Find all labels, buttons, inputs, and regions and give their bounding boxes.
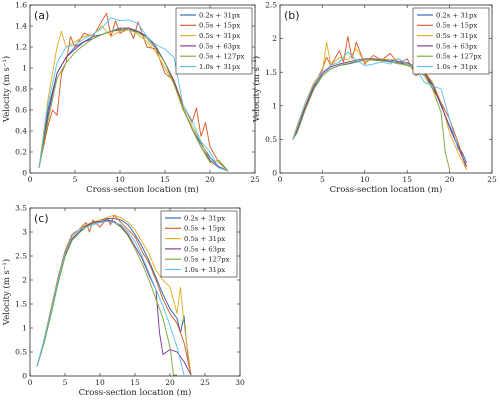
y-tick-label: 1.2 bbox=[15, 43, 27, 52]
x-axis-label: Cross-section location (m) bbox=[79, 387, 192, 398]
x-tick-label: 5 bbox=[63, 378, 68, 387]
legend-entry: 0.5s + 127px bbox=[199, 53, 245, 61]
y-tick-label: 0.5 bbox=[265, 135, 277, 144]
y-tick-label: 0.8 bbox=[15, 85, 27, 94]
y-tick-label: 0 bbox=[22, 169, 27, 178]
legend-entry: 0.5s + 31px bbox=[436, 32, 477, 40]
series-line-2 bbox=[36, 214, 192, 376]
x-tick-label: 10 bbox=[360, 175, 370, 184]
legend-box bbox=[160, 210, 238, 278]
series-line-6 bbox=[36, 220, 185, 376]
x-axis-label: Cross-section location (m) bbox=[330, 184, 443, 195]
y-tick-label: 3 bbox=[22, 228, 27, 237]
y-tick-label: 1.4 bbox=[15, 22, 27, 31]
y-tick-label: 0.2 bbox=[15, 148, 27, 157]
legend: 0.2s + 31px 0.5s + 15px 0.5s + 31px 0.5s + … bbox=[412, 7, 490, 75]
x-tick-label: 25 bbox=[200, 378, 210, 387]
legend-entry: 0.5s + 63px bbox=[199, 42, 240, 50]
legend-entry: 0.5s + 31px bbox=[184, 235, 225, 243]
legend-entry: 0.5s + 31px bbox=[199, 32, 240, 40]
y-tick-label: 0 bbox=[22, 372, 27, 381]
y-tick-label: 1 bbox=[272, 101, 277, 110]
x-tick-label: 20 bbox=[205, 175, 215, 184]
y-axis-label: Velocity (m s⁻¹) bbox=[1, 259, 12, 326]
x-tick-label: 10 bbox=[95, 378, 105, 387]
series-line-1 bbox=[38, 27, 229, 172]
y-tick-label: 2.5 bbox=[15, 252, 27, 261]
legend-entry: 0.2s + 31px bbox=[184, 214, 225, 222]
panel-label: (a) bbox=[34, 9, 49, 22]
y-axis-label: Velocity (m s⁻¹) bbox=[1, 56, 12, 123]
x-tick-label: 0 bbox=[28, 378, 33, 387]
x-tick-label: 15 bbox=[130, 378, 140, 387]
x-tick-label: 0 bbox=[28, 175, 33, 184]
y-tick-label: 1 bbox=[22, 64, 27, 73]
y-tick-label: 0.4 bbox=[15, 127, 27, 136]
x-tick-label: 15 bbox=[402, 175, 412, 184]
panel-label: (b) bbox=[284, 9, 300, 22]
x-tick-label: 25 bbox=[487, 175, 497, 184]
legend-box bbox=[175, 7, 253, 75]
legend-entry: 0.5s + 127px bbox=[436, 53, 482, 61]
legend-box bbox=[412, 7, 490, 75]
legend-entry: 1.0s + 31px bbox=[436, 63, 477, 71]
x-tick-label: 20 bbox=[445, 175, 455, 184]
legend-entry: 0.5s + 63px bbox=[184, 245, 225, 253]
legend-entry: 0.5s + 127px bbox=[184, 256, 230, 264]
panel-label: (c) bbox=[34, 212, 49, 225]
series-line-6 bbox=[292, 51, 459, 150]
series-line-5 bbox=[38, 28, 229, 172]
y-tick-label: 2.5 bbox=[265, 1, 277, 10]
y-tick-label: 1.5 bbox=[265, 68, 277, 77]
legend: 0.2s + 31px 0.5s + 15px 0.5s + 31px 0.5s + … bbox=[175, 7, 253, 75]
y-tick-label: 0 bbox=[272, 169, 277, 178]
x-axis-label: Cross-section location (m) bbox=[86, 184, 199, 195]
series-line-6 bbox=[38, 17, 229, 172]
legend-entry: 0.5s + 15px bbox=[199, 22, 240, 30]
y-tick-label: 3.5 bbox=[15, 204, 27, 213]
legend-entry: 1.0s + 31px bbox=[199, 63, 240, 71]
x-tick-label: 0 bbox=[278, 175, 283, 184]
y-tick-label: 0.6 bbox=[15, 106, 27, 115]
y-tick-label: 1.6 bbox=[15, 1, 27, 10]
legend: 0.2s + 31px 0.5s + 15px 0.5s + 31px 0.5s + … bbox=[160, 210, 238, 278]
series-line-4 bbox=[292, 58, 468, 167]
legend-entry: 0.5s + 63px bbox=[436, 42, 477, 50]
chart-panel-3: 0 5 10 15 20 25 30 0 0.5 1 1.5 2 2.5 3 3.5 Cross-sectio… bbox=[1, 204, 245, 398]
legend-entry: 0.5s + 15px bbox=[184, 225, 225, 233]
legend-entry: 0.2s + 31px bbox=[199, 11, 240, 19]
x-tick-label: 5 bbox=[73, 175, 78, 184]
legend-entry: 0.2s + 31px bbox=[436, 11, 477, 19]
chart-panel-1: 0 5 10 15 20 25 0 0.2 0.4 0.6 0.8 1 1.2 1.4 1.6 Cross-s… bbox=[1, 1, 260, 195]
y-tick-label: 1.5 bbox=[15, 300, 27, 309]
x-tick-label: 20 bbox=[165, 378, 175, 387]
y-tick-label: 1 bbox=[22, 324, 27, 333]
x-tick-label: 5 bbox=[320, 175, 325, 184]
chart-panel-2: 0 5 10 15 20 25 0 0.5 1 1.5 2 2.5 Cross-section loca… bbox=[251, 1, 497, 195]
y-tick-label: 0.5 bbox=[15, 348, 27, 357]
x-tick-label: 15 bbox=[160, 175, 170, 184]
y-tick-label: 2 bbox=[22, 276, 27, 285]
legend-entry: 1.0s + 31px bbox=[184, 266, 225, 274]
x-tick-label: 10 bbox=[115, 175, 125, 184]
y-tick-label: 2 bbox=[272, 34, 277, 43]
y-axis-label: Velocity (m s⁻¹) bbox=[251, 56, 262, 123]
x-tick-label: 25 bbox=[250, 175, 260, 184]
x-tick-label: 30 bbox=[235, 378, 245, 387]
legend-entry: 0.5s + 15px bbox=[436, 22, 477, 30]
